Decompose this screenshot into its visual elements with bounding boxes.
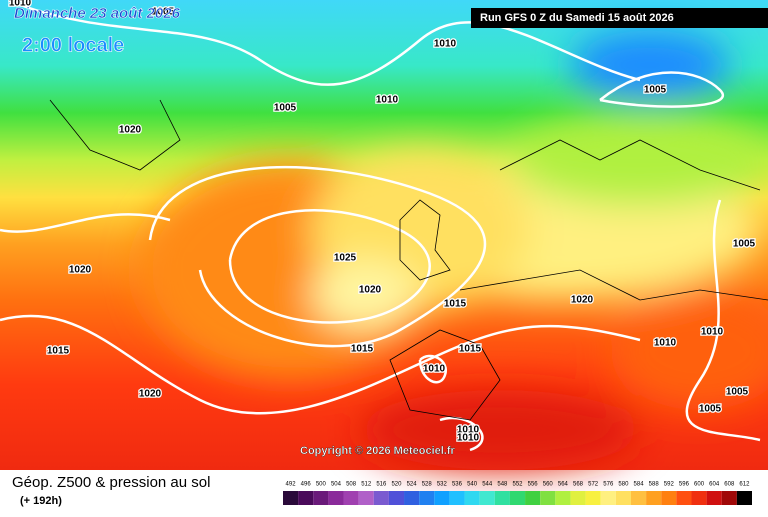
legend-label: 508 [346,482,357,488]
legend-label: 608 [724,482,735,488]
legend-swatch [706,491,722,505]
legend-swatch [585,491,601,505]
copyright: Copyright © 2026 Meteociel.fr [300,445,456,457]
isobar-label: 1010 [423,364,446,375]
legend-label: 552 [512,482,523,488]
legend-label: 600 [694,482,705,488]
isobar-label: 1005 [699,404,722,415]
isobar-label: 1015 [444,299,467,310]
legend-label: 568 [573,482,584,488]
legend-label: 572 [588,482,599,488]
isobar-label: 1010 [9,0,32,9]
legend-label: 604 [709,482,720,488]
color-legend: 492 496 500 504 508 512 516 520 524 528 532 536 540 5… [283,482,752,505]
legend-label: 492 [286,482,297,488]
run-info: Run GFS 0 Z du Samedi 15 août 2026 [480,12,674,24]
legend-swatch [494,491,510,505]
isobar-label: 1010 [654,338,677,349]
legend-swatch [630,491,647,505]
legend-label: 512 [361,482,372,488]
isobar-label: 1020 [139,389,162,400]
legend-swatch [373,491,389,505]
legend-label: 528 [422,482,433,488]
legend-swatch [313,491,329,505]
legend-label: 536 [452,482,463,488]
legend-swatch [343,491,359,505]
legend-swatch [419,491,435,505]
legend-label: 532 [437,482,448,488]
legend-label: 592 [664,482,675,488]
isobar-label: 1015 [47,346,70,357]
isobar-label: 1005 [152,7,175,18]
run-box [471,8,768,28]
isobar-label: 1020 [571,295,594,306]
legend-label: 564 [558,482,569,488]
legend-label: 596 [679,482,690,488]
isobar-label: 1015 [459,344,482,355]
footer-title: Géop. Z500 & pression au sol [12,474,210,491]
forecast-date: Dimanche 23 août 2026 [14,5,181,22]
legend-swatch [736,491,752,505]
legend-swatch [615,491,631,505]
legend-swatch [540,491,556,505]
legend-swatch [509,491,526,505]
legend-swatch [721,491,737,505]
legend-label: 504 [331,482,342,488]
isobar-label: 1020 [69,265,92,276]
isobar-label: 1010 [701,327,724,338]
legend-label: 516 [376,482,387,488]
isobar-label: 1010 [376,95,399,106]
legend-swatch [434,491,450,505]
isobar-labels: 1010 1005 1010 1005 1005 1010 1020 1020 1025 1020… [8,0,757,445]
legend-swatch [479,491,495,505]
legend-swatch [661,491,677,505]
legend-label: 524 [407,482,418,488]
legend-swatch [646,491,662,505]
legend-swatch [464,491,480,505]
legend-label: 520 [391,482,402,488]
footer-lead: (+ 192h) [20,495,62,507]
isobar-label: 1015 [351,344,374,355]
legend-label: 500 [316,482,327,488]
isobar-label: 1005 [274,103,297,114]
isobar-label: 1010 [434,39,457,50]
legend-label: 540 [467,482,478,488]
isobar-label: 1020 [359,285,382,296]
legend-swatch [570,491,586,505]
legend-swatch [388,491,405,505]
forecast-time: 2:00 locale [22,34,124,56]
legend-swatch [555,491,571,505]
legend-swatch [525,491,541,505]
legend-swatch [358,491,374,505]
isobar-label: 1010 [457,433,480,444]
legend-label: 584 [634,482,645,488]
map-field [0,0,768,470]
legend-swatch [298,491,314,505]
legend-label: 548 [497,482,508,488]
isobar-label: 1020 [119,125,142,136]
legend-label: 496 [301,482,312,488]
isobar-label: 1005 [733,239,756,250]
legend-label: 576 [603,482,614,488]
legend-swatch [328,491,344,505]
legend-label: 556 [528,482,539,488]
legend-swatch [691,491,707,505]
isobar-label: 1010 [457,425,480,436]
isobar-label: 1005 [644,85,667,96]
legend-swatch [283,491,299,505]
isobar-label: 1025 [334,253,357,264]
legend-swatch [449,491,465,505]
legend-label: 588 [649,482,660,488]
legend-swatch [676,491,692,505]
legend-swatch [600,491,616,505]
legend-label: 580 [618,482,629,488]
isobar-label: 1005 [726,387,749,398]
legend-label: 612 [739,482,750,488]
legend-label: 544 [482,482,493,488]
legend-swatch [404,491,420,505]
legend-label: 560 [543,482,554,488]
